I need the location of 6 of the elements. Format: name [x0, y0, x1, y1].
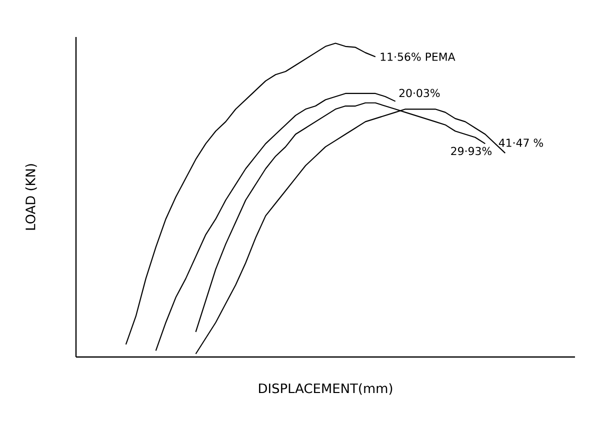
series-label: 11·56% PEMA [380, 52, 456, 61]
y-axis-title: LOAD (KN) [25, 164, 37, 230]
x-axis-title: DISPLACEMENT(mm) [259, 383, 392, 395]
series-label: 41·47 % [498, 138, 544, 147]
series-label: 29·93% [451, 146, 492, 156]
series-label: 20·03% [399, 88, 440, 98]
